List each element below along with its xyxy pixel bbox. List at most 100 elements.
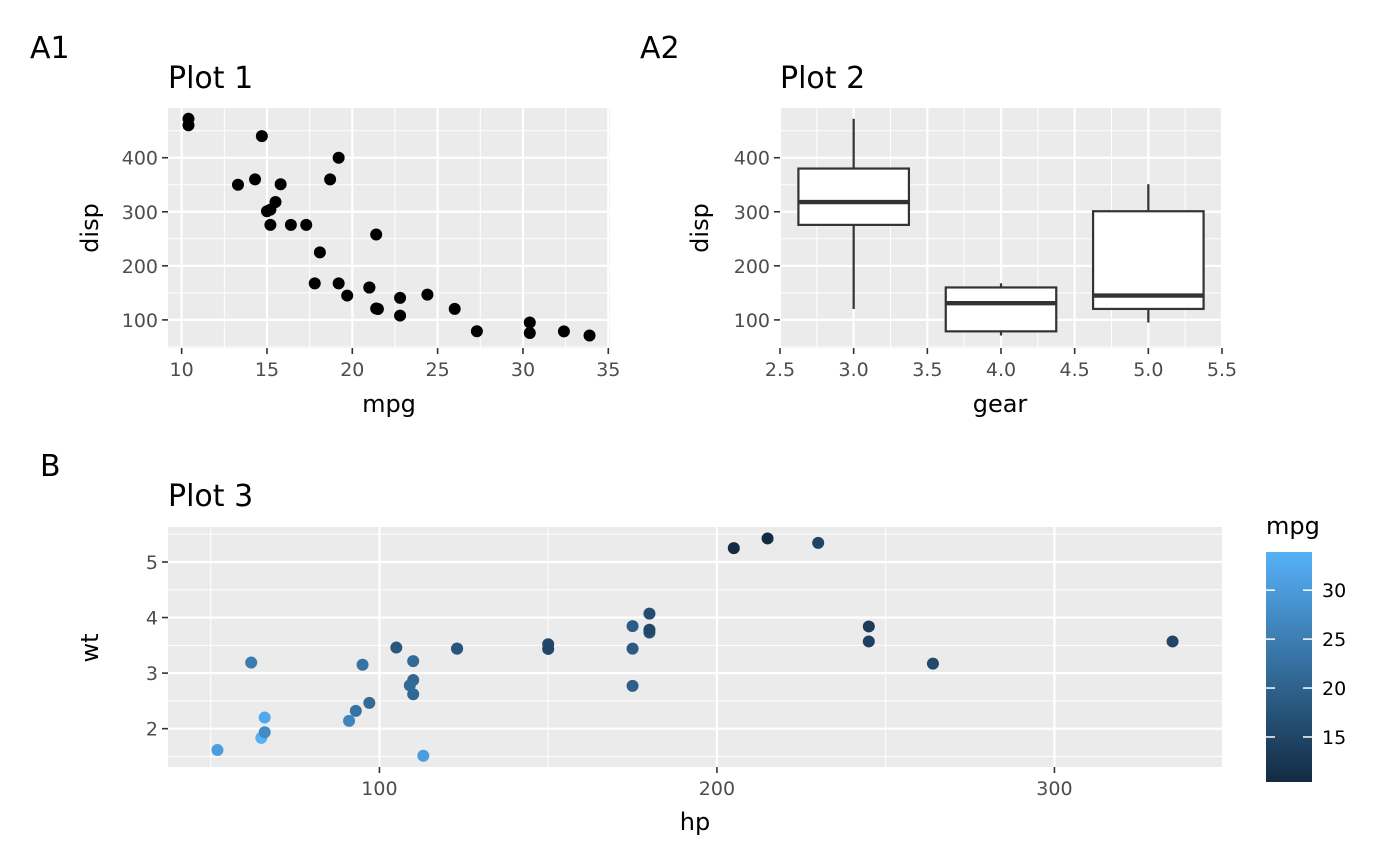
plot-3-point-27 (417, 749, 430, 762)
y-tick-label-3: 400 (122, 148, 158, 170)
plot-1-point-24 (332, 151, 345, 164)
plot-3-point-22 (542, 642, 555, 655)
plot-1-y-axis-title: disp (76, 203, 104, 253)
plot-3-point-5 (390, 641, 403, 654)
plot-1-point-25 (470, 325, 483, 338)
plot-1-point-3 (370, 228, 383, 241)
tag-b: B (40, 449, 61, 484)
plot-3-point-15 (761, 532, 774, 545)
plot-3-point-30 (1166, 635, 1179, 648)
x-tick-label-2: 3.5 (912, 359, 942, 381)
plot-1-ticks: 10 15 20 25 30 35 100 200 300 400 (122, 148, 621, 381)
plot-3-point-31 (403, 679, 416, 692)
plot-3-point-8 (356, 658, 369, 671)
plot-1-point-6 (249, 173, 262, 186)
x-tick-label-4: 30 (511, 359, 535, 381)
plot-3-point-2 (349, 704, 362, 717)
y-tick-label-1: 200 (122, 256, 158, 278)
x-tick-label-1: 3.0 (839, 359, 869, 381)
tag-a2: A2 (640, 31, 680, 66)
plot-2: A2 Plot 2 2.5 3.0 3.5 4.0 4.5 5.0 5.5 100 200 300… (640, 31, 1237, 418)
box-body (1091, 210, 1205, 311)
plot-3-point-23 (862, 620, 875, 633)
x-tick-label-4: 4.5 (1060, 359, 1090, 381)
plot-2-boxes (797, 118, 1205, 336)
plot-3-point-24 (626, 620, 639, 633)
tag-a1: A1 (30, 31, 70, 66)
plot-3-title: Plot 3 (168, 479, 253, 514)
y-tick-label-0: 2 (146, 719, 158, 741)
x-tick-label-1: 200 (699, 778, 735, 800)
legend-tick-label-1: 20 (1322, 678, 1346, 700)
plot-1-point-9 (332, 277, 345, 290)
x-tick-label-5: 5.0 (1133, 359, 1163, 381)
plot-1-point-18 (523, 327, 536, 340)
x-tick-label-3: 25 (426, 359, 450, 381)
plot-3: B Plot 3 100 200 300 2 3 4 5 hp wt mpg 15 20 25 3… (40, 449, 1346, 836)
x-tick-label-2: 300 (1036, 778, 1072, 800)
plot-1-point-15 (182, 119, 195, 132)
plot-1-point-27 (523, 316, 536, 329)
plot-1-point-11 (284, 218, 297, 231)
plot-3-point-20 (363, 696, 376, 709)
plot-3-point-6 (862, 635, 875, 648)
x-tick-label-0: 10 (170, 359, 194, 381)
x-tick-label-6: 5.5 (1207, 359, 1237, 381)
plot-1-point-19 (583, 329, 596, 342)
plot-3-point-28 (926, 657, 939, 670)
plot-1-points (182, 112, 596, 342)
y-tick-label-2: 300 (734, 202, 770, 224)
legend-tick-label-0: 15 (1322, 727, 1346, 749)
mpg-legend: mpg 15 20 25 30 (1266, 512, 1346, 782)
box-gear-4 (944, 283, 1058, 336)
plot-1-point-31 (370, 302, 383, 315)
plot-1-point-28 (274, 178, 287, 191)
legend-tick-label-3: 30 (1322, 580, 1346, 602)
plot-1-point-8 (394, 291, 407, 304)
plot-1-point-4 (324, 173, 337, 186)
plot-1-point-23 (231, 178, 244, 191)
y-tick-label-2: 300 (122, 202, 158, 224)
plot-3-point-25 (258, 726, 271, 739)
plot-3-grid (168, 527, 1222, 767)
plot-1-point-1 (363, 281, 376, 294)
y-tick-label-0: 100 (122, 310, 158, 332)
x-tick-label-0: 100 (361, 778, 397, 800)
plot-1-title: Plot 1 (168, 61, 253, 96)
y-tick-label-3: 400 (734, 148, 770, 170)
box-body (797, 167, 911, 226)
plot-3-point-4 (626, 642, 639, 655)
plot-3-point-10 (451, 642, 464, 655)
plot-3-point-11 (643, 607, 656, 620)
plot-1-point-17 (557, 325, 570, 338)
plot-3-y-axis-title: wt (76, 633, 104, 662)
plot-3-point-29 (626, 679, 639, 692)
plot-3-point-17 (258, 711, 271, 724)
plot-1-point-7 (421, 288, 434, 301)
plot-1-x-axis-title: mpg (362, 390, 416, 418)
plot-1-point-2 (394, 309, 407, 322)
plot-3-point-18 (211, 744, 224, 757)
x-tick-label-0: 2.5 (765, 359, 795, 381)
plot-1: A1 Plot 1 10 15 20 25 30 35 100 200 300 400 mpg d… (30, 31, 620, 418)
plot-3-point-3 (407, 655, 420, 668)
plot-2-ticks: 2.5 3.0 3.5 4.0 4.5 5.0 5.5 100 200 300 400 (734, 148, 1237, 381)
legend-tick-label-2: 25 (1322, 629, 1346, 651)
plot-3-points (211, 532, 1179, 762)
plot-1-point-12 (300, 218, 313, 231)
plot-3-x-axis-title: hp (680, 808, 710, 836)
legend-colorbar (1266, 552, 1312, 782)
plot-1-point-26 (448, 302, 461, 315)
plot-1-grid (168, 108, 610, 348)
plot-1-point-16 (255, 130, 268, 143)
y-tick-label-3: 5 (146, 552, 158, 574)
plot-3-point-26 (343, 714, 356, 727)
box-gear-3 (797, 118, 911, 310)
y-tick-label-1: 3 (146, 663, 158, 685)
plot-3-point-14 (727, 542, 740, 555)
box-gear-5 (1091, 184, 1205, 323)
plot-2-x-axis-title: gear (973, 390, 1028, 418)
plot-1-point-5 (313, 246, 326, 259)
plot-3-panel (168, 527, 1222, 767)
